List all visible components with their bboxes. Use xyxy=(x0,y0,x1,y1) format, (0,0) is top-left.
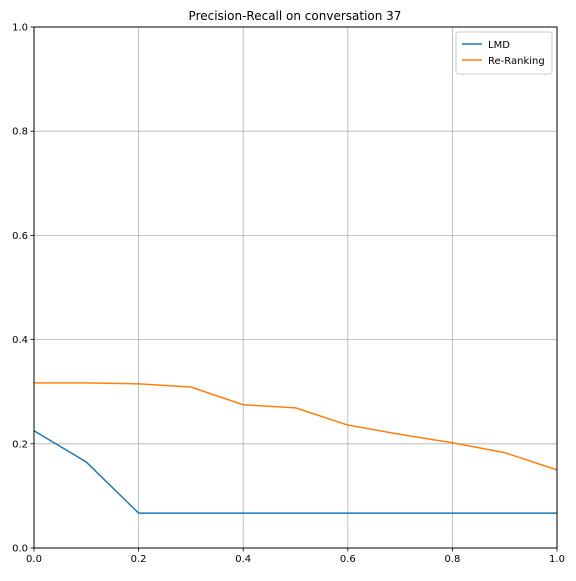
y-tick-label: 0.2 xyxy=(12,439,28,450)
series-line-re-ranking xyxy=(34,382,558,471)
x-tick-label: 0.0 xyxy=(26,554,42,565)
x-tick-label: 1.0 xyxy=(549,554,565,565)
legend: LMD Re-Ranking xyxy=(455,31,553,75)
y-tick-label: 0.8 xyxy=(12,127,28,138)
x-tick-label: 0.4 xyxy=(235,554,251,565)
series-line-lmd xyxy=(33,430,557,514)
plot-frame xyxy=(33,26,558,549)
y-tick-label: 0.4 xyxy=(12,335,28,346)
legend-label: LMD xyxy=(488,40,510,51)
x-tick-label: 0.6 xyxy=(340,554,356,565)
series-lines xyxy=(33,382,558,514)
legend-box xyxy=(455,31,553,75)
chart-title: Precision-Recall on conversation 37 xyxy=(189,9,402,23)
y-tick-label: 0.0 xyxy=(12,544,28,555)
legend-label: Re-Ranking xyxy=(488,56,545,67)
x-tick-label: 0.2 xyxy=(131,554,147,565)
axis-ticks: 0.0 0.2 0.4 0.6 0.8 1.0 0.0 0.2 0.4 0.6 0.8 1.0 xyxy=(12,23,565,566)
y-tick-label: 1.0 xyxy=(12,23,28,34)
x-tick-label: 0.8 xyxy=(444,554,460,565)
y-tick-label: 0.6 xyxy=(12,231,28,242)
